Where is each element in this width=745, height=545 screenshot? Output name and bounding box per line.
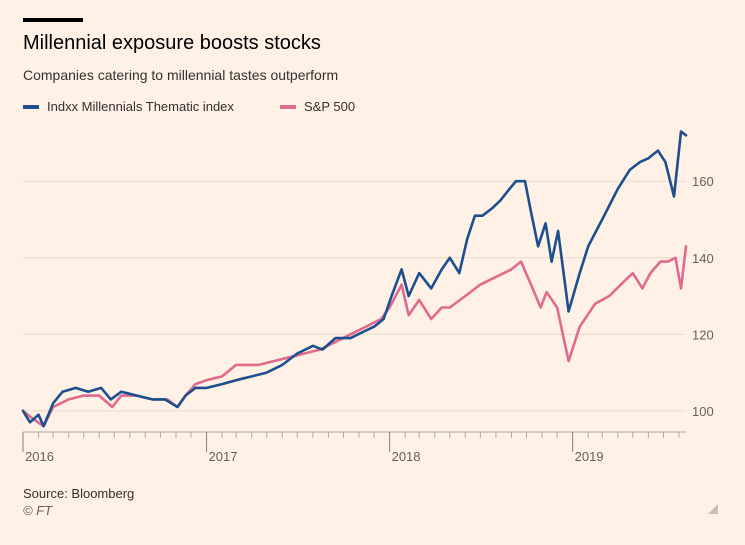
x-tick-label-2017: 2017 bbox=[209, 449, 238, 464]
x-tick-label-2019: 2019 bbox=[575, 449, 604, 464]
grid-lines bbox=[23, 180, 686, 412]
copyright-note: © FT bbox=[23, 503, 53, 518]
chart-subtitle: Companies catering to millennial tastes … bbox=[23, 67, 339, 83]
legend-swatch-millennials bbox=[23, 104, 39, 109]
y-tick-label-100: 100 bbox=[692, 404, 714, 419]
legend-label-sp500: S&P 500 bbox=[304, 99, 356, 114]
chart-title: Millennial exposure boosts stocks bbox=[23, 32, 321, 54]
y-tick-label-140: 140 bbox=[692, 251, 714, 266]
legend-label-millennials: Indxx Millennials Thematic index bbox=[47, 99, 234, 114]
source-note: Source: Bloomberg bbox=[23, 486, 135, 501]
y-axis-labels: 100 120 140 160 bbox=[692, 174, 714, 419]
y-tick-label-120: 120 bbox=[692, 327, 714, 342]
legend-swatch-sp500 bbox=[280, 104, 296, 109]
x-tick-label-2016: 2016 bbox=[25, 449, 54, 464]
brand-accent-bar bbox=[23, 18, 83, 22]
x-tick-label-2018: 2018 bbox=[392, 449, 421, 464]
y-tick-label-160: 160 bbox=[692, 174, 714, 189]
legend-item-sp500: S&P 500 bbox=[280, 99, 355, 114]
series-lines bbox=[21, 130, 688, 428]
x-axis: 2016 2017 2018 2019 bbox=[22, 431, 686, 464]
resize-handle-icon[interactable] bbox=[708, 504, 718, 514]
series-line-millennials bbox=[21, 130, 688, 428]
legend-item-millennials: Indxx Millennials Thematic index bbox=[23, 99, 234, 114]
